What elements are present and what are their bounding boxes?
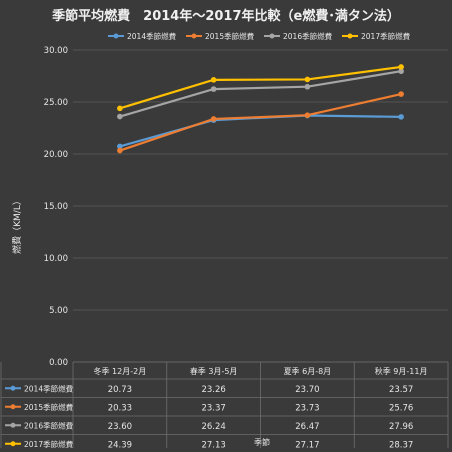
legend: 2014季節燃費 2015季節燃費 2016季節燃費 2017季節燃費 xyxy=(108,31,411,41)
data-point xyxy=(304,112,311,119)
data-point xyxy=(398,68,404,75)
table-legend-marker xyxy=(10,441,16,447)
table-data-cell: 26.47 xyxy=(295,422,319,432)
data-table: 冬季 12月-2月 春季 3月-5月 夏季 6月-8月 秋季 9月-11月 2014季節… xyxy=(0,361,449,452)
legend-swatch-marker xyxy=(269,33,275,39)
y-tick-label: 5.00 xyxy=(49,306,68,316)
legend-label: 2016季節燃費 xyxy=(283,31,333,41)
table-data-cell: 23.73 xyxy=(295,403,319,413)
data-point xyxy=(304,83,311,90)
legend-label: 2014季節燃費 xyxy=(127,31,177,41)
data-point xyxy=(304,76,311,83)
y-tick-label: 30.00 xyxy=(44,46,68,56)
series-line xyxy=(119,70,402,118)
table-data-cell: 25.76 xyxy=(389,403,413,413)
table-legend-marker xyxy=(10,385,16,391)
data-point xyxy=(398,114,404,120)
y-tick-label: 25.00 xyxy=(44,98,68,108)
table-header-cell: 夏季 6月-8月 xyxy=(284,366,332,376)
table-data-cell: 23.57 xyxy=(389,385,413,395)
y-tick-label: 0.00 xyxy=(49,358,68,368)
table-row-label: 2017季節燃費 xyxy=(24,439,74,448)
data-point xyxy=(117,105,123,112)
table-data-cell: 27.96 xyxy=(389,422,413,432)
y-axis-label: 燃費（KM/L） xyxy=(11,196,23,254)
data-point xyxy=(117,113,123,120)
table-data-cell: 28.37 xyxy=(389,440,413,448)
x-axis-label: 季節 xyxy=(254,437,270,447)
legend-swatch-marker xyxy=(347,33,353,39)
table-row-label: 2015季節燃費 xyxy=(24,402,74,412)
table-data-cell: 24.39 xyxy=(108,440,132,448)
data-point xyxy=(117,143,123,150)
table-data-cell: 26.24 xyxy=(201,422,225,432)
series-line xyxy=(119,65,402,110)
legend-swatch-marker xyxy=(191,33,197,39)
table-data-cell: 23.37 xyxy=(201,403,225,413)
y-tick-label: 20.00 xyxy=(44,150,68,160)
table-data-cell: 23.26 xyxy=(201,385,225,395)
table-row-label: 2014季節燃費 xyxy=(24,383,74,393)
table-row-label: 2016季節燃費 xyxy=(24,420,74,430)
y-tick-label: 15.00 xyxy=(44,202,68,212)
legend-label: 2015季節燃費 xyxy=(205,31,255,41)
legend-swatch-marker xyxy=(113,33,119,39)
data-point xyxy=(398,64,404,70)
table-data-cell: 23.70 xyxy=(295,385,319,395)
y-tick-label: 10.00 xyxy=(44,254,68,264)
data-point xyxy=(117,147,123,154)
data-point xyxy=(398,91,404,97)
table-data-cell: 20.33 xyxy=(108,403,132,413)
table-data-cell: 27.13 xyxy=(201,440,225,448)
table-header-cell: 冬季 12月-2月 xyxy=(94,366,147,376)
table-legend-marker xyxy=(10,422,16,428)
data-point xyxy=(210,77,217,83)
table-data-cell: 23.60 xyxy=(108,422,132,432)
series-lines xyxy=(117,64,404,154)
y-axis-ticks: 0.00 5.00 10.00 15.00 20.00 25.00 30.00 xyxy=(44,46,68,368)
series-line xyxy=(119,93,402,152)
table-data-cell: 27.17 xyxy=(295,440,319,448)
chart-title: 季節平均燃費 2014年～2017年比較（e燃費･満タン法） xyxy=(51,8,400,24)
table-legend-marker xyxy=(10,404,16,410)
legend-label: 2017季節燃費 xyxy=(361,31,411,41)
data-point xyxy=(210,86,217,92)
table-header-cell: 秋季 9月-11月 xyxy=(375,366,428,376)
data-point xyxy=(210,116,217,122)
table-data-cell: 20.73 xyxy=(108,385,132,395)
table-header-cell: 春季 3月-5月 xyxy=(190,366,238,376)
